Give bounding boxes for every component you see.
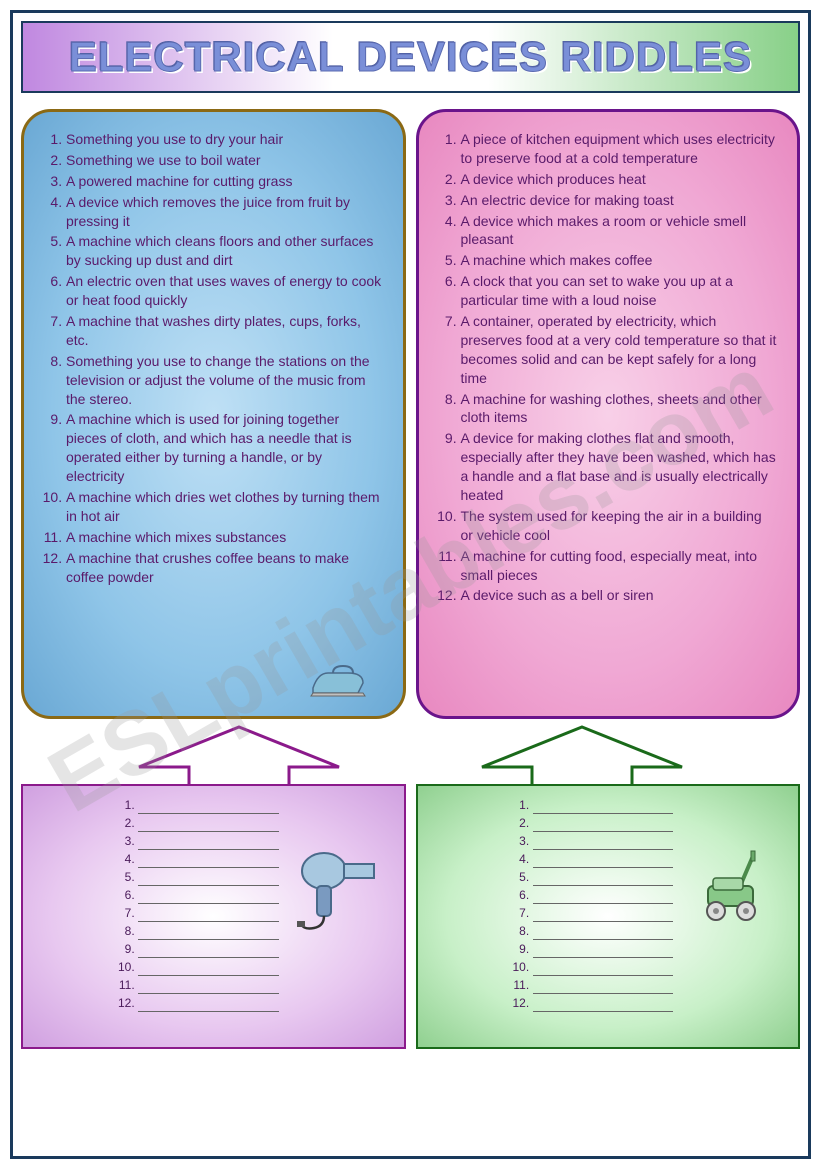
answer-line[interactable] [533,940,674,958]
answer-line[interactable] [533,994,674,1012]
answer-line[interactable] [533,796,674,814]
riddle-item: Something you use to change the stations… [66,352,383,409]
riddle-item: A machine that crushes coffee beans to m… [66,549,383,587]
left-arrow-wrap [73,722,406,792]
riddle-item: A machine which mixes substances [66,528,383,547]
answer-boxes-row [13,784,808,1049]
answer-line[interactable] [138,814,279,832]
riddle-item: A device which removes the juice from fr… [66,193,383,231]
answer-line[interactable] [533,886,674,904]
right-arrow-wrap [416,722,749,792]
riddle-item: A machine which cleans floors and other … [66,232,383,270]
answer-line[interactable] [138,940,279,958]
riddle-item: A machine which makes coffee [461,251,778,270]
riddle-item: The system used for keeping the air in a… [461,507,778,545]
riddle-item: A device which makes a room or vehicle s… [461,212,778,250]
riddle-item: A piece of kitchen equipment which uses … [461,130,778,168]
answer-line[interactable] [138,886,279,904]
riddle-item: A machine for washing clothes, sheets an… [461,390,778,428]
answer-line[interactable] [138,958,279,976]
right-riddle-list: A piece of kitchen equipment which uses … [439,130,778,605]
riddle-item: A machine which is used for joining toge… [66,410,383,486]
answer-line[interactable] [533,904,674,922]
answer-line[interactable] [533,976,674,994]
riddle-item: A device which produces heat [461,170,778,189]
riddle-item: A machine for cutting food, especially m… [461,547,778,585]
riddle-item: A machine which dries wet clothes by tur… [66,488,383,526]
worksheet-page: ELECTRICAL DEVICES RIDDLES Something you… [10,10,811,1159]
riddle-item: A device for making clothes flat and smo… [461,429,778,505]
left-answer-box [21,784,406,1049]
answer-line[interactable] [138,976,279,994]
answer-line[interactable] [138,850,279,868]
answer-line[interactable] [138,796,279,814]
riddle-item: A device such as a bell or siren [461,586,778,605]
left-riddles-card: Something you use to dry your hair Someth… [21,109,406,719]
riddle-item: A clock that you can set to wake you up … [461,272,778,310]
answer-line[interactable] [533,832,674,850]
left-riddle-list: Something you use to dry your hair Someth… [44,130,383,586]
page-title: ELECTRICAL DEVICES RIDDLES [28,33,793,81]
answer-line[interactable] [138,904,279,922]
riddle-item: Something we use to boil water [66,151,383,170]
answer-line[interactable] [138,922,279,940]
riddles-columns: Something you use to dry your hair Someth… [13,101,808,727]
right-riddles-card: A piece of kitchen equipment which uses … [416,109,801,719]
right-answer-box [416,784,801,1049]
answer-line[interactable] [138,832,279,850]
riddle-item: A machine that washes dirty plates, cups… [66,312,383,350]
iron-icon [303,658,373,708]
answer-line[interactable] [533,922,674,940]
answer-line[interactable] [138,868,279,886]
riddle-item: A container, operated by electricity, wh… [461,312,778,388]
arrow-up-left-icon [129,722,349,792]
title-box: ELECTRICAL DEVICES RIDDLES [21,21,800,93]
riddle-item: A powered machine for cutting grass [66,172,383,191]
answer-line[interactable] [533,958,674,976]
riddle-item: Something you use to dry your hair [66,130,383,149]
riddle-item: An electric oven that uses waves of ener… [66,272,383,310]
answer-line[interactable] [533,814,674,832]
hairdryer-icon [289,836,389,936]
answer-line[interactable] [533,850,674,868]
answer-line[interactable] [138,994,279,1012]
arrow-up-right-icon [472,722,692,792]
arrows-row [13,722,808,792]
lawnmower-icon [683,836,783,936]
answer-line[interactable] [533,868,674,886]
riddle-item: An electric device for making toast [461,191,778,210]
